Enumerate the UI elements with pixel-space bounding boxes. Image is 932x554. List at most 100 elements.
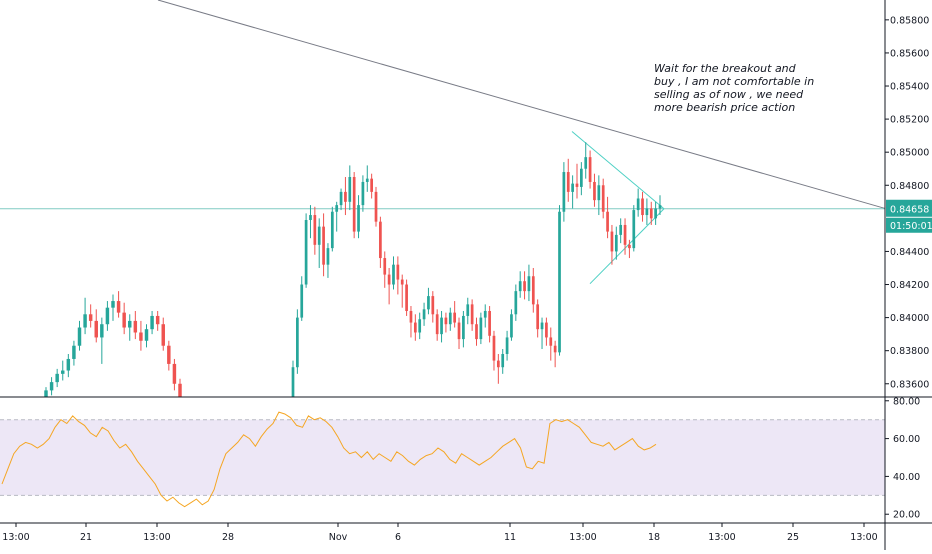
candle xyxy=(400,274,404,308)
candle xyxy=(155,310,160,331)
candle-body xyxy=(558,211,561,353)
candle-body xyxy=(144,329,149,341)
candle xyxy=(361,175,365,212)
candle-body xyxy=(55,373,59,383)
candle-body xyxy=(413,322,417,333)
time-tick-label: 13:00 xyxy=(143,532,170,543)
candle xyxy=(549,327,553,361)
chart-annotation[interactable]: Wait for the breakout and buy , I am not… xyxy=(654,62,834,114)
candle xyxy=(619,218,623,244)
candle-body xyxy=(66,358,71,371)
candle-body xyxy=(83,314,87,328)
candle-body xyxy=(488,310,491,336)
candle-body xyxy=(61,370,65,374)
candle xyxy=(475,317,478,346)
candle-body xyxy=(88,314,93,321)
trendline xyxy=(157,0,886,209)
candle xyxy=(427,287,430,315)
time-tick-label: 28 xyxy=(222,532,234,543)
candle xyxy=(365,165,369,192)
candle xyxy=(566,158,570,202)
candle-body xyxy=(72,345,76,359)
candle xyxy=(352,172,356,239)
candle xyxy=(606,196,609,239)
candle-body xyxy=(571,183,574,192)
candle xyxy=(584,142,588,179)
candle xyxy=(291,360,295,397)
candle-body xyxy=(435,314,439,335)
candle-body xyxy=(392,264,395,285)
candle xyxy=(479,312,483,345)
candle-body xyxy=(167,345,171,364)
candle-body xyxy=(150,315,154,330)
candle-body xyxy=(448,312,452,325)
candle-body xyxy=(300,284,304,318)
candle xyxy=(94,309,98,343)
candle-body xyxy=(122,312,126,328)
candle-body xyxy=(370,178,373,192)
candle xyxy=(514,284,518,321)
candle-body xyxy=(610,231,614,252)
price-tick-label: 0.85000 xyxy=(890,148,929,159)
candle xyxy=(645,198,649,225)
candle-body xyxy=(379,221,382,259)
price-tick-label: 0.85400 xyxy=(890,82,929,93)
candle-body xyxy=(514,291,518,315)
candle xyxy=(150,310,154,335)
candle-body xyxy=(431,296,435,315)
candle-body xyxy=(649,208,653,219)
candle-body xyxy=(628,244,631,249)
candle xyxy=(492,330,496,371)
candle xyxy=(597,175,601,216)
rsi-line xyxy=(1,411,657,508)
candle-body xyxy=(365,178,369,182)
candle-body xyxy=(566,172,570,192)
candle xyxy=(623,218,627,255)
candle-body xyxy=(422,309,426,320)
price-tick-label: 0.85200 xyxy=(890,115,929,126)
candle xyxy=(636,188,640,217)
candle xyxy=(344,176,347,216)
candle-body xyxy=(94,320,98,338)
candle-body xyxy=(453,312,457,323)
candle-body xyxy=(597,185,601,201)
rsi-tick-label: 40.00 xyxy=(893,472,920,483)
candle xyxy=(453,301,457,328)
rsi-band xyxy=(0,419,885,496)
candle xyxy=(122,302,126,335)
candle xyxy=(77,320,82,351)
candle-body xyxy=(361,181,365,206)
candle-body xyxy=(457,322,461,340)
annotation-line: buy , I am not comfortable in xyxy=(654,75,815,88)
time-tick-label: 18 xyxy=(648,532,660,543)
candle-body xyxy=(309,215,312,221)
price-tick-label: 0.84800 xyxy=(890,181,929,192)
annotation-line: more bearish price action xyxy=(654,101,796,114)
time-tick-label: 25 xyxy=(787,532,799,543)
candle-body xyxy=(335,205,339,212)
candle-body xyxy=(330,211,334,249)
candle xyxy=(44,387,48,397)
candle xyxy=(309,205,312,239)
candle xyxy=(457,317,461,350)
candle xyxy=(139,320,143,351)
candle xyxy=(178,378,182,397)
candle-body xyxy=(344,191,347,202)
candle xyxy=(510,309,513,341)
candle-body xyxy=(658,205,662,209)
candle-body xyxy=(161,324,165,346)
candle-body xyxy=(536,304,540,330)
candle-body xyxy=(357,205,360,232)
candle xyxy=(172,358,177,391)
time-tick-label: 13:00 xyxy=(850,532,877,543)
candle-body xyxy=(296,317,299,368)
candle-body xyxy=(339,191,343,206)
candle xyxy=(641,191,644,222)
candle xyxy=(167,340,171,371)
candle xyxy=(300,276,304,321)
candle-body xyxy=(636,198,640,211)
candle xyxy=(379,216,382,268)
candle xyxy=(654,201,657,225)
candle-body xyxy=(326,248,330,265)
